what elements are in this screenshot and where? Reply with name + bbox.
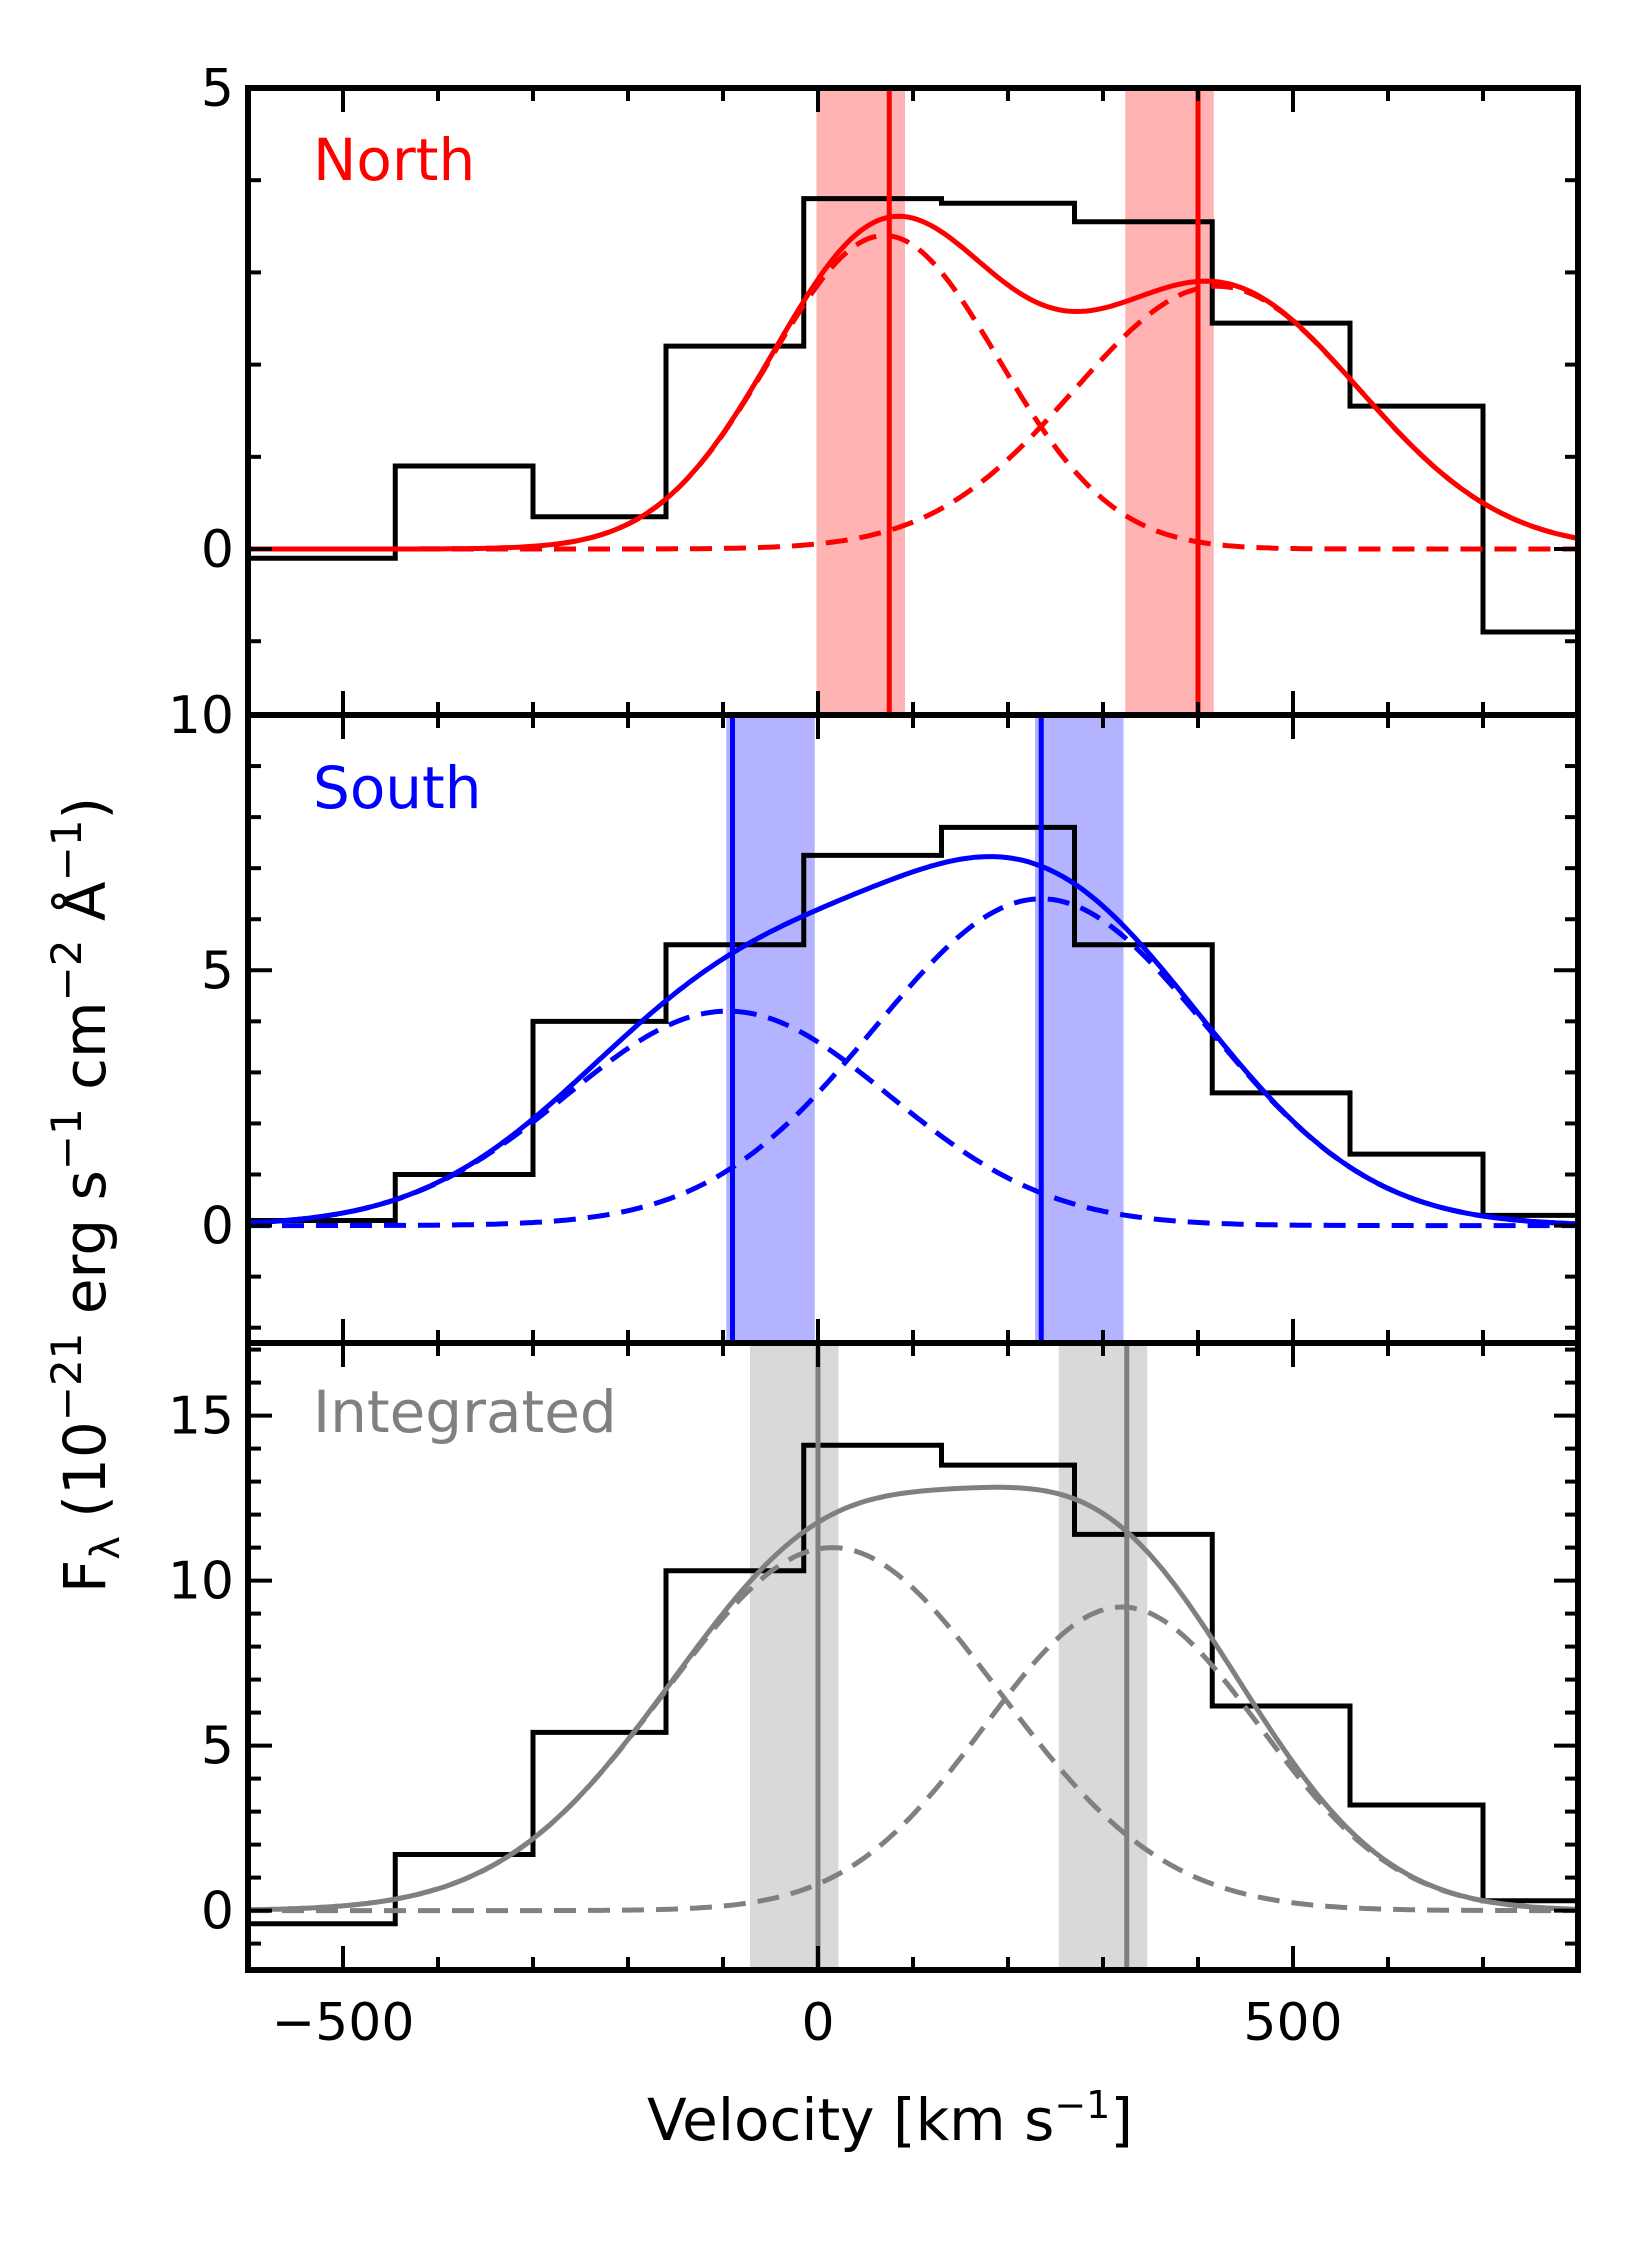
y-axis-title-sub: λ <box>83 1536 129 1560</box>
total-fit <box>248 1484 1579 1913</box>
gaussian-component-0 <box>247 1008 1578 1229</box>
x-axis-title-close: ] <box>1110 2086 1133 2154</box>
histogram-step <box>248 1442 1578 1927</box>
velocity-band-1 <box>1035 713 1124 1345</box>
y-tick-label: 5 <box>201 1717 234 1777</box>
histogram-step <box>248 196 1578 635</box>
histogram-step <box>248 824 1578 1223</box>
y-axis-title-ang: Å <box>50 881 119 939</box>
y-tick-label: 10 <box>168 1552 234 1612</box>
y-tick-label: 10 <box>168 686 234 746</box>
total-fit <box>248 213 1579 552</box>
panel-label-south: South <box>313 754 482 822</box>
panel-integrated: 0 5 10 15 <box>168 1340 1581 1973</box>
x-tick-label: 0 <box>801 1993 834 2053</box>
gaussian-component-1 <box>248 1604 1579 1914</box>
y-axis-title-e3: −1 <box>42 819 91 881</box>
gaussian-component-1 <box>248 283 1579 552</box>
x-tick-label: 500 <box>1243 1993 1342 2053</box>
y-axis-title-e2: −2 <box>42 940 91 1002</box>
panel-label-north: North <box>313 126 475 194</box>
y-tick-label: 5 <box>201 941 234 1001</box>
y-axis-title: Fλ (10−21 erg s−1 cm−2 Å−1) <box>42 797 129 1593</box>
y-axis-title-text: (10 <box>51 1421 119 1536</box>
y-axis-title-units: erg s <box>51 1170 119 1332</box>
panel-north: 05 <box>201 59 1581 718</box>
gaussian-component-0 <box>248 233 1578 552</box>
y-tick-label: 5 <box>201 59 234 119</box>
x-axis-title: Velocity [km s−1] <box>647 2083 1133 2154</box>
total-fit <box>247 854 1579 1227</box>
y-tick-label: 0 <box>201 520 234 580</box>
y-axis-title-e1: −1 <box>42 1108 91 1170</box>
velocity-band-0 <box>750 1341 839 1972</box>
y-tick-label: 15 <box>168 1387 234 1447</box>
panel-label-integrated: Integrated <box>313 1378 617 1446</box>
y-tick-label: 0 <box>201 1882 234 1942</box>
y-axis-title-cm: cm <box>51 1001 119 1108</box>
x-axis-title-main: Velocity [km s <box>647 2086 1054 2154</box>
y-axis-title-prefix: F <box>51 1560 119 1593</box>
velocity-band-0 <box>726 713 815 1345</box>
y-tick-label: 0 <box>201 1197 234 1257</box>
x-tick-label: −500 <box>272 1993 415 2053</box>
y-axis-title-close: ) <box>51 797 119 820</box>
y-axis-title-exp: −21 <box>42 1333 91 1422</box>
x-axis-title-sup: −1 <box>1054 2083 1110 2127</box>
velocity-band-1 <box>1058 1341 1148 1972</box>
